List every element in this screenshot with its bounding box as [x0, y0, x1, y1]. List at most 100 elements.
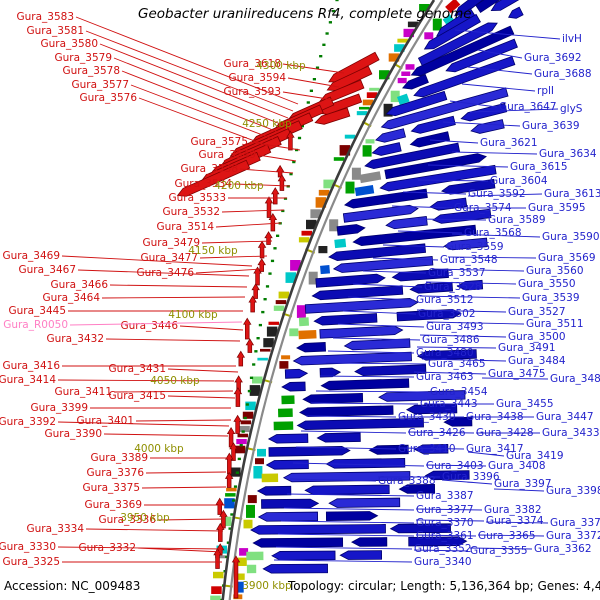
- cog-category-block[interactable]: [344, 134, 356, 139]
- gene-label[interactable]: Gura_3332: [78, 542, 136, 554]
- cog-category-block[interactable]: [245, 401, 256, 411]
- gene-label[interactable]: Gura_3480: [416, 347, 474, 359]
- gene-arrow-forward[interactable]: [351, 537, 388, 547]
- gene-label[interactable]: Gura_3576: [79, 92, 137, 104]
- gene-label[interactable]: Gura_3432: [46, 333, 104, 345]
- gene-label[interactable]: Gura_3446: [120, 320, 178, 332]
- gene-label[interactable]: glyS: [560, 103, 583, 115]
- gene-label[interactable]: Gura_3538: [180, 163, 238, 175]
- cog-category-block[interactable]: [298, 329, 317, 340]
- gene-label[interactable]: Gura_3352: [414, 543, 472, 555]
- cog-category-block[interactable]: [221, 516, 232, 527]
- cog-category-block[interactable]: [242, 411, 254, 419]
- gene-label[interactable]: Gura_3330: [0, 541, 56, 553]
- gene-label[interactable]: Gura_3511: [526, 318, 584, 330]
- cog-category-block[interactable]: [243, 519, 253, 529]
- gene-arrow-forward[interactable]: [257, 511, 319, 522]
- gene-arrow-forward[interactable]: [410, 25, 515, 79]
- gene-arrow-reverse[interactable]: [236, 350, 246, 367]
- cog-category-block[interactable]: [359, 106, 370, 110]
- gene-arrow-forward[interactable]: [364, 142, 461, 170]
- gene-label[interactable]: Gura_3594: [228, 72, 286, 84]
- cog-category-block[interactable]: [301, 230, 313, 236]
- gene-label[interactable]: Gura_3583: [16, 11, 74, 23]
- gene-arrow-forward[interactable]: [336, 224, 366, 236]
- cog-category-block[interactable]: [323, 179, 334, 189]
- gene-label[interactable]: Gura_3416: [2, 360, 60, 372]
- gene-label[interactable]: Gura_3533: [168, 192, 226, 204]
- gene-arrow-forward[interactable]: [385, 216, 428, 230]
- gene-arrow-forward[interactable]: [379, 164, 497, 192]
- cog-category-block[interactable]: [273, 421, 294, 431]
- gene-arrow-forward[interactable]: [262, 563, 328, 574]
- cog-category-block[interactable]: [281, 355, 291, 360]
- gene-arrow-forward[interactable]: [319, 325, 404, 339]
- gene-label[interactable]: Gura_3336: [98, 514, 156, 526]
- gene-arrow-forward[interactable]: [296, 417, 424, 430]
- gene-label[interactable]: Gura_3577: [71, 79, 129, 91]
- gene-label[interactable]: Gura_3559: [446, 241, 504, 253]
- gene-arrow-forward[interactable]: [267, 433, 309, 444]
- gene-label[interactable]: Gura_3378: [550, 517, 600, 529]
- cog-category-block[interactable]: [359, 171, 382, 184]
- gene-arrow-forward[interactable]: [316, 432, 361, 443]
- gene-arrow-forward[interactable]: [422, 13, 481, 52]
- cog-category-block[interactable]: [246, 551, 264, 561]
- gene-label[interactable]: Gura_3401: [76, 415, 134, 427]
- gene-label[interactable]: Gura_3399: [30, 402, 88, 414]
- cog-category-block[interactable]: [365, 139, 375, 144]
- gene-arrow-reverse[interactable]: [248, 295, 257, 313]
- gene-arrow-forward[interactable]: [325, 458, 406, 469]
- gene-arrow-forward[interactable]: [265, 459, 309, 470]
- gene-arrow-forward[interactable]: [311, 285, 404, 301]
- cog-category-block[interactable]: [273, 305, 285, 311]
- cog-category-block[interactable]: [236, 439, 247, 445]
- gene-arrow-forward[interactable]: [368, 444, 409, 455]
- gene-label[interactable]: Gura_3618: [223, 58, 281, 70]
- gene-arrow-reverse[interactable]: [268, 213, 278, 232]
- cog-category-block[interactable]: [388, 53, 400, 62]
- gene-arrow-forward[interactable]: [332, 255, 434, 273]
- gene-arrow-forward[interactable]: [320, 378, 410, 391]
- gene-label[interactable]: Gura_3382: [484, 504, 542, 516]
- cog-category-block[interactable]: [310, 209, 321, 219]
- gene-arrow-forward[interactable]: [380, 87, 509, 131]
- gene-label[interactable]: Gura_3431: [108, 363, 166, 375]
- gene-label[interactable]: Gura_3365: [478, 530, 536, 542]
- cog-category-block[interactable]: [369, 87, 380, 91]
- cog-category-block[interactable]: [397, 93, 410, 105]
- cog-category-block[interactable]: [329, 219, 339, 232]
- cog-category-block[interactable]: [334, 238, 347, 249]
- cog-category-block[interactable]: [239, 548, 249, 556]
- cog-category-block[interactable]: [354, 184, 375, 197]
- gene-label[interactable]: Gura_3539: [522, 292, 580, 304]
- gene-arrow-reverse[interactable]: [229, 442, 238, 461]
- cog-category-block[interactable]: [237, 433, 249, 438]
- cog-category-block[interactable]: [253, 466, 263, 479]
- gene-arrow-forward[interactable]: [281, 381, 306, 392]
- cog-category-block[interactable]: [397, 77, 407, 84]
- gene-arrow-reverse[interactable]: [277, 174, 287, 191]
- gene-arrow-reverse[interactable]: [176, 159, 251, 199]
- gene-arrow-forward[interactable]: [315, 273, 386, 288]
- gene-label[interactable]: Gura_3569: [538, 252, 596, 264]
- cog-category-block[interactable]: [215, 555, 226, 559]
- gene-arrow-reverse[interactable]: [233, 387, 243, 407]
- gene-arrow-forward[interactable]: [443, 237, 488, 251]
- cog-category-block[interactable]: [320, 265, 331, 275]
- gene-label[interactable]: Gura_3560: [526, 265, 584, 277]
- gene-label[interactable]: Gura_3548: [440, 254, 498, 266]
- gene-label[interactable]: Gura_3466: [50, 279, 108, 291]
- gene-label[interactable]: Gura_3463: [416, 371, 474, 383]
- gene-arrow-forward[interactable]: [396, 309, 462, 322]
- gene-label[interactable]: Gura_3355: [470, 545, 528, 557]
- gene-label[interactable]: Gura_3377: [416, 504, 474, 516]
- cog-category-block[interactable]: [403, 28, 415, 38]
- cog-category-block[interactable]: [240, 420, 252, 425]
- gene-label[interactable]: Gura_3433: [542, 427, 600, 439]
- gene-label[interactable]: Gura_3389: [90, 452, 148, 464]
- cog-category-block[interactable]: [290, 260, 301, 271]
- gene-label[interactable]: Gura_3534: [174, 178, 232, 190]
- gene-label[interactable]: Gura_3475: [488, 368, 546, 380]
